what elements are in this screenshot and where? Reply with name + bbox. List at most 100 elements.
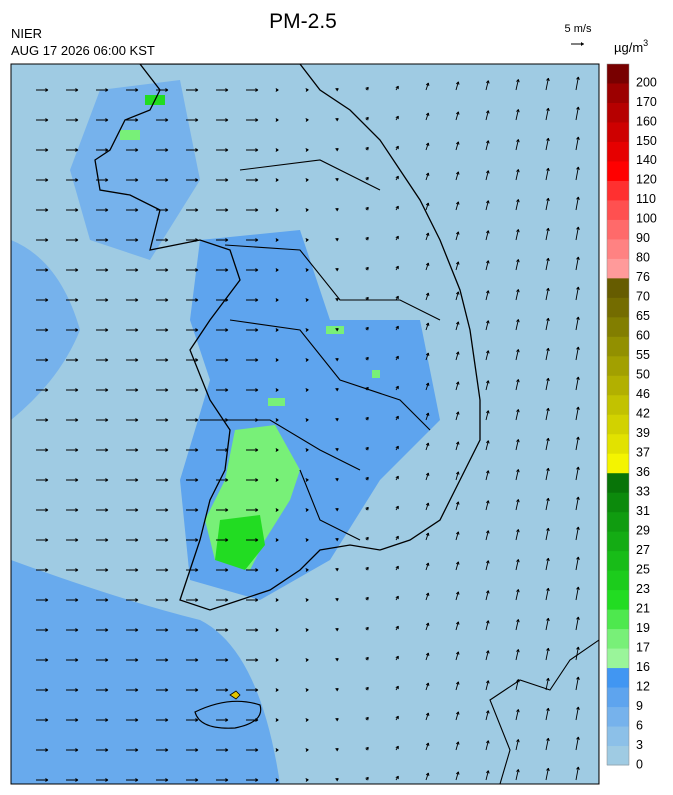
legend-label: 170	[636, 95, 657, 109]
wind-arrow	[186, 388, 199, 392]
wind-arrow	[455, 711, 460, 721]
wind-arrow	[126, 268, 139, 272]
wind-arrow	[96, 208, 109, 212]
wind-arrow	[365, 746, 369, 751]
wind-arrow	[575, 466, 580, 481]
legend-swatch	[607, 667, 629, 688]
wind-arrow	[246, 298, 259, 302]
wind-arrow	[485, 350, 490, 361]
wind-arrow	[425, 322, 430, 331]
wind-arrow	[275, 658, 279, 662]
coastline	[94, 64, 481, 611]
wind-arrow	[485, 620, 490, 631]
wind-arrow	[186, 238, 199, 242]
legend-swatch	[607, 160, 629, 181]
wind-arrow	[575, 496, 580, 511]
wind-arrow	[515, 769, 520, 781]
wind-arrow	[575, 196, 580, 211]
legend-swatch	[607, 336, 629, 357]
wind-arrow	[36, 688, 49, 692]
wind-arrow	[545, 227, 550, 241]
wind-arrow	[36, 568, 49, 572]
unit-exp: 3	[643, 38, 648, 48]
wind-arrow	[275, 388, 279, 392]
wind-arrow	[575, 136, 580, 151]
wind-arrow	[126, 418, 139, 422]
wind-arrow	[216, 418, 229, 422]
source: NIER	[11, 26, 42, 41]
wind-arrow	[365, 686, 369, 691]
wind-arrow	[216, 628, 229, 632]
map-frame	[10, 63, 600, 785]
wind-arrow	[66, 478, 79, 482]
legend-label: 50	[636, 368, 650, 382]
wind-arrow	[305, 238, 309, 242]
wind-arrow	[156, 118, 169, 122]
wind-arrow	[395, 175, 399, 181]
wind-arrow	[96, 238, 109, 242]
wind-arrow	[575, 406, 580, 421]
wind-arrow	[425, 682, 430, 691]
wind-arrow	[545, 137, 550, 151]
wind-arrow	[455, 381, 460, 391]
wind-arrow	[575, 76, 580, 91]
wind-arrow	[126, 478, 139, 482]
wind-arrow	[156, 538, 169, 542]
legend-label: 16	[636, 660, 650, 674]
legend-swatch	[607, 492, 629, 513]
wind-arrow	[156, 598, 169, 602]
wind-arrow	[305, 418, 309, 422]
wind-arrow	[395, 775, 399, 781]
wind-arrow	[305, 448, 309, 452]
legend-label: 150	[636, 134, 657, 148]
wind-arrow	[66, 568, 79, 572]
wind-arrow	[455, 321, 460, 331]
wind-arrow	[126, 208, 139, 212]
legend-swatch	[607, 141, 629, 162]
wind-arrow	[36, 208, 49, 212]
wind-arrow	[485, 110, 490, 121]
legend-swatch	[607, 570, 629, 591]
wind-arrow	[156, 358, 169, 362]
wind-arrow	[275, 298, 279, 302]
wind-arrow	[515, 319, 520, 331]
wind-arrow	[305, 88, 309, 92]
legend-swatch	[607, 64, 629, 84]
wind-arrow	[485, 530, 490, 541]
wind-arrow	[335, 448, 339, 452]
wind-arrow	[485, 680, 490, 691]
legend-label: 76	[636, 270, 650, 284]
wind-arrow	[96, 748, 109, 752]
wind-arrow	[395, 355, 399, 361]
wind-arrow	[186, 88, 199, 92]
legend-swatch	[607, 180, 629, 201]
wind-arrow	[455, 171, 460, 181]
wind-arrow	[36, 418, 49, 422]
wind-arrow	[126, 688, 139, 692]
wind-arrow	[66, 238, 79, 242]
wind-arrow	[186, 628, 199, 632]
wind-arrow	[485, 410, 490, 421]
wind-arrow	[365, 776, 369, 781]
wind-arrow	[246, 418, 259, 422]
wind-arrow	[156, 658, 169, 662]
wind-arrow	[545, 467, 550, 481]
wind-arrow	[395, 625, 399, 631]
wind-arrow	[246, 148, 259, 152]
wind-arrow	[305, 718, 309, 722]
wind-arrow	[275, 118, 279, 122]
legend-swatch	[607, 745, 629, 766]
wind-arrow	[515, 79, 520, 91]
legend-swatch	[607, 472, 629, 493]
wind-arrow	[216, 88, 229, 92]
legend-label: 46	[636, 387, 650, 401]
wind-arrow	[216, 718, 229, 722]
wind-arrow	[485, 770, 490, 781]
wind-arrow	[335, 478, 339, 482]
wind-arrow	[275, 88, 279, 92]
wind-arrow	[455, 471, 460, 481]
wind-arrow	[455, 741, 460, 751]
legend-swatch	[607, 258, 629, 279]
wind-arrow	[96, 628, 109, 632]
wind-arrow	[425, 622, 430, 631]
